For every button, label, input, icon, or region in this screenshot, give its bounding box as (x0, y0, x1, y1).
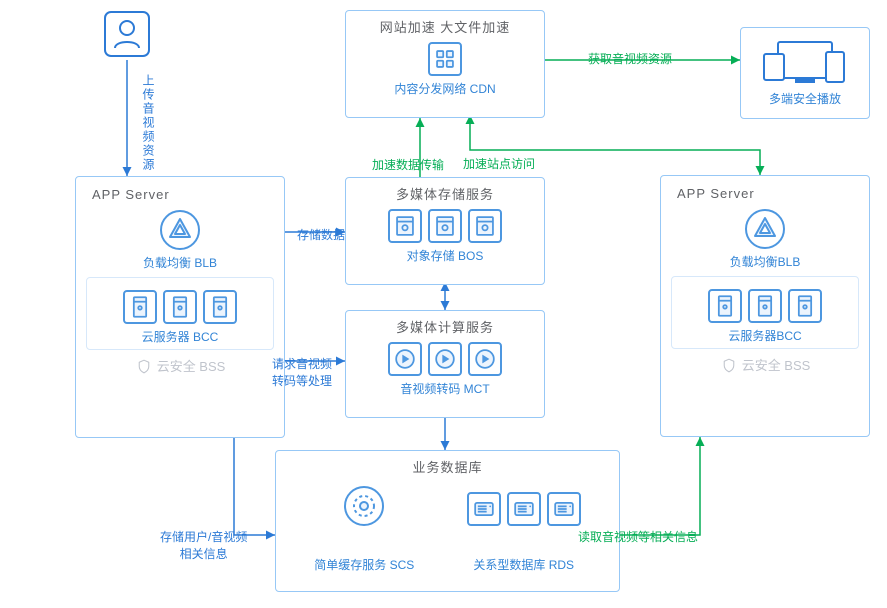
bos-icon (428, 209, 462, 243)
app_right-bcc-box: 云服务器BCC (671, 276, 859, 349)
db-rds-caption: 关系型数据库 RDS (467, 556, 581, 573)
app_right-blb-icon (745, 209, 785, 249)
mct-title: 多媒体计算服务 (352, 317, 538, 336)
devices-icon (747, 38, 863, 86)
bos-icon (388, 209, 422, 243)
app_left-blb-icon (160, 210, 200, 250)
app_right-security: 云安全 BSS (667, 355, 863, 374)
db-rds-icon (547, 492, 581, 526)
node-devices: 多端安全播放 (740, 27, 870, 119)
node-app_right: APP Server 负载均衡BLB 云服务器BCC 云安全 BSS (660, 175, 870, 437)
edge-label-7: 读取音视频等相关信息 (578, 528, 698, 545)
app_right-blb: 负载均衡BLB (667, 209, 863, 270)
db-title: 业务数据库 (282, 457, 613, 476)
app_left-blb-caption: 负载均衡 BLB (82, 254, 278, 271)
node-mct: 多媒体计算服务音视频转码 MCT (345, 310, 545, 418)
db-rds: 关系型数据库 RDS (467, 488, 581, 573)
mct-caption: 音视频转码 MCT (352, 380, 538, 397)
app_right-security-label: 云安全 BSS (742, 355, 811, 374)
app_right-blb-caption: 负载均衡BLB (667, 253, 863, 270)
app_left-bcc-box: 云服务器 BCC (86, 277, 274, 350)
cdn-icons (352, 42, 538, 76)
edge-label-2: 请求音视频 转码等处理 (272, 355, 332, 389)
mct-icon (468, 342, 502, 376)
app_right-title: APP Server (667, 186, 863, 201)
app_left-security: 云安全 BSS (82, 356, 278, 375)
app_right-bcc-icon (788, 289, 822, 323)
app_left-title: APP Server (82, 187, 278, 202)
db-scs-icon (344, 486, 384, 526)
edge-label-0: 上传音视频资源 (140, 74, 157, 172)
db-rds-icons (467, 492, 581, 526)
db-rds-icon (467, 492, 501, 526)
app_right-bcc-caption: 云服务器BCC (676, 327, 854, 344)
app_right-bcc-icons (676, 289, 854, 323)
db-scs: 简单缓存服务 SCS (314, 486, 414, 573)
db-scs-caption: 简单缓存服务 SCS (314, 556, 414, 573)
cdn-icon (428, 42, 462, 76)
edge-label-3: 存储用户/音视频 相关信息 (160, 528, 247, 562)
devices-caption: 多端安全播放 (747, 90, 863, 107)
app_right-bcc-icon (748, 289, 782, 323)
mct-icons (352, 342, 538, 376)
app_left-security-label: 云安全 BSS (157, 356, 226, 375)
app_left-blb: 负载均衡 BLB (82, 210, 278, 271)
bos-icons (352, 209, 538, 243)
node-app_left: APP Server 负载均衡 BLB 云服务器 BCC 云安全 BSS (75, 176, 285, 438)
app_left-bcc-caption: 云服务器 BCC (91, 328, 269, 345)
db-row: 简单缓存服务 SCS 关系型数据库 RDS (282, 482, 613, 577)
node-db: 业务数据库简单缓存服务 SCS 关系型数据库 RDS (275, 450, 620, 592)
edge-label-6: 获取音视频资源 (588, 50, 672, 67)
node-bos: 多媒体存储服务对象存储 BOS (345, 177, 545, 285)
bos-icon (468, 209, 502, 243)
app_left-bcc-icon (123, 290, 157, 324)
bos-title: 多媒体存储服务 (352, 184, 538, 203)
edge-label-5: 加速站点访问 (463, 155, 535, 172)
cdn-caption: 内容分发网络 CDN (352, 80, 538, 97)
bos-caption: 对象存储 BOS (352, 247, 538, 264)
db-rds-icon (507, 492, 541, 526)
user-icon (103, 10, 151, 58)
edge-label-4: 加速数据传输 (372, 156, 444, 173)
app_left-bcc-icons (91, 290, 269, 324)
app_left-bcc-icon (203, 290, 237, 324)
edge-label-1: 存储数据 (297, 226, 345, 243)
app_left-bcc-icon (163, 290, 197, 324)
mct-icon (428, 342, 462, 376)
app_right-bcc-icon (708, 289, 742, 323)
cdn-title: 网站加速 大文件加速 (352, 17, 538, 36)
mct-icon (388, 342, 422, 376)
node-cdn: 网站加速 大文件加速内容分发网络 CDN (345, 10, 545, 118)
